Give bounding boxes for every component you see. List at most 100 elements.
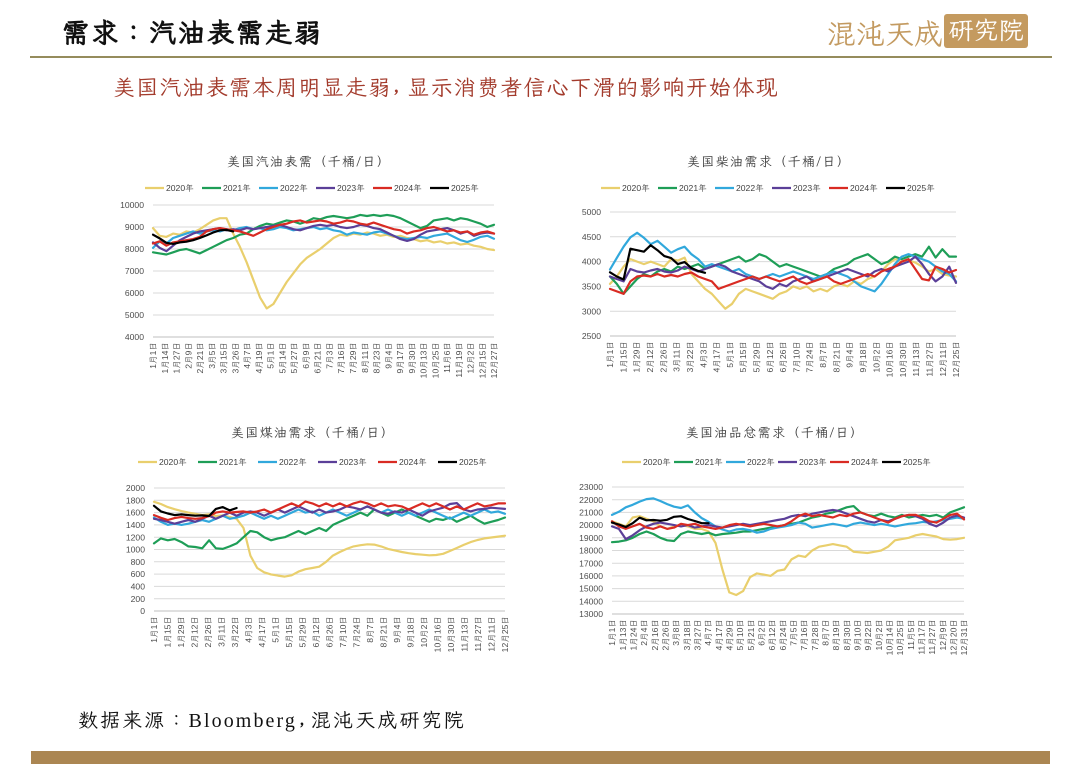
- svg-text:1月15日: 1月15日: [163, 616, 173, 648]
- svg-text:10月13日: 10月13日: [419, 342, 429, 378]
- svg-text:5月15日: 5月15日: [738, 341, 748, 373]
- svg-text:10月2日: 10月2日: [874, 619, 884, 651]
- svg-text:10月2日: 10月2日: [871, 341, 881, 373]
- svg-text:2025年: 2025年: [459, 457, 487, 467]
- svg-text:7月3日: 7月3日: [325, 342, 335, 369]
- svg-text:2025年: 2025年: [903, 457, 931, 467]
- svg-text:3月5日: 3月5日: [207, 342, 217, 369]
- svg-text:22000: 22000: [579, 495, 603, 505]
- svg-text:2000: 2000: [126, 483, 145, 493]
- svg-text:12月27日: 12月27日: [489, 342, 499, 378]
- svg-text:20000: 20000: [579, 520, 603, 530]
- svg-text:200: 200: [131, 594, 146, 604]
- svg-text:8月23日: 8月23日: [372, 342, 382, 374]
- svg-text:8月7日: 8月7日: [820, 619, 830, 646]
- svg-text:2月16日: 2月16日: [650, 619, 660, 651]
- svg-text:11月5日: 11月5日: [906, 619, 916, 650]
- svg-text:7月24日: 7月24日: [805, 341, 815, 373]
- svg-text:2月12日: 2月12日: [190, 616, 200, 648]
- svg-text:6月2日: 6月2日: [756, 619, 766, 646]
- svg-text:5000: 5000: [582, 207, 601, 217]
- svg-text:16000: 16000: [579, 571, 603, 581]
- svg-text:13000: 13000: [579, 609, 603, 619]
- svg-text:5月15日: 5月15日: [284, 616, 294, 648]
- svg-text:1月15日: 1月15日: [618, 341, 628, 373]
- svg-text:4月17日: 4月17日: [714, 619, 724, 651]
- svg-text:2024年: 2024年: [850, 183, 878, 193]
- svg-text:11月17日: 11月17日: [916, 619, 926, 655]
- svg-text:2021年: 2021年: [223, 183, 251, 193]
- svg-text:10月2日: 10月2日: [419, 616, 429, 648]
- svg-text:1600: 1600: [126, 508, 145, 518]
- svg-text:2023年: 2023年: [337, 183, 365, 193]
- svg-text:6月21日: 6月21日: [313, 342, 323, 374]
- svg-text:1月24日: 1月24日: [628, 619, 638, 651]
- svg-text:3月26日: 3月26日: [230, 342, 240, 374]
- svg-text:11月27日: 11月27日: [473, 616, 483, 652]
- svg-text:10月25日: 10月25日: [430, 342, 440, 378]
- svg-text:1月13日: 1月13日: [618, 619, 628, 651]
- svg-text:12月25日: 12月25日: [500, 616, 510, 652]
- svg-text:1月1日: 1月1日: [149, 616, 159, 643]
- svg-text:9月22日: 9月22日: [863, 619, 873, 651]
- svg-text:9月4日: 9月4日: [383, 342, 393, 369]
- svg-text:3月15日: 3月15日: [219, 342, 229, 374]
- svg-text:4000: 4000: [582, 257, 601, 267]
- svg-text:2022年: 2022年: [736, 183, 764, 193]
- svg-text:2022年: 2022年: [280, 183, 308, 193]
- svg-text:2024年: 2024年: [399, 457, 427, 467]
- svg-text:2月9日: 2月9日: [183, 342, 193, 369]
- svg-text:8月30日: 8月30日: [842, 619, 852, 651]
- svg-text:7月24日: 7月24日: [352, 616, 362, 648]
- svg-text:5月29日: 5月29日: [752, 341, 762, 373]
- svg-text:9月17日: 9月17日: [395, 342, 405, 374]
- svg-text:2025年: 2025年: [907, 183, 935, 193]
- svg-text:9月4日: 9月4日: [845, 341, 855, 368]
- svg-text:5月27日: 5月27日: [289, 342, 299, 374]
- svg-text:美国柴油需求（千桶/日）: 美国柴油需求（千桶/日）: [687, 153, 851, 170]
- svg-text:2020年: 2020年: [622, 183, 650, 193]
- svg-text:11月13日: 11月13日: [460, 616, 470, 652]
- svg-text:2021年: 2021年: [679, 183, 707, 193]
- svg-text:5月21日: 5月21日: [746, 619, 756, 651]
- svg-text:4月19日: 4月19日: [254, 342, 264, 374]
- svg-text:2023年: 2023年: [339, 457, 367, 467]
- svg-text:2022年: 2022年: [747, 457, 775, 467]
- svg-text:2023年: 2023年: [799, 457, 827, 467]
- svg-text:1月29日: 1月29日: [632, 341, 642, 373]
- svg-text:12月11日: 12月11日: [938, 341, 948, 377]
- svg-text:美国煤油需求（千桶/日）: 美国煤油需求（千桶/日）: [231, 424, 395, 441]
- svg-text:11月13日: 11月13日: [911, 341, 921, 377]
- svg-text:6月26日: 6月26日: [778, 341, 788, 373]
- svg-text:3月22日: 3月22日: [685, 341, 695, 373]
- svg-text:23000: 23000: [579, 482, 603, 492]
- svg-text:6月24日: 6月24日: [778, 619, 788, 651]
- svg-text:14000: 14000: [579, 596, 603, 606]
- svg-text:3月8日: 3月8日: [671, 619, 681, 646]
- svg-text:8月21日: 8月21日: [831, 341, 841, 373]
- svg-text:6月12日: 6月12日: [765, 341, 775, 373]
- svg-text:9月18日: 9月18日: [406, 616, 416, 648]
- svg-text:2020年: 2020年: [159, 457, 187, 467]
- svg-text:8月19日: 8月19日: [831, 619, 841, 651]
- svg-text:2023年: 2023年: [793, 183, 821, 193]
- svg-text:5000: 5000: [125, 310, 144, 320]
- svg-text:3月18日: 3月18日: [682, 619, 692, 651]
- svg-text:7月29日: 7月29日: [348, 342, 358, 374]
- svg-text:2月21日: 2月21日: [195, 342, 205, 374]
- svg-text:0: 0: [140, 606, 145, 616]
- svg-text:4月3日: 4月3日: [244, 616, 254, 643]
- svg-text:2021年: 2021年: [695, 457, 723, 467]
- svg-text:1月29日: 1月29日: [176, 616, 186, 648]
- svg-text:11月27日: 11月27日: [927, 619, 937, 655]
- svg-text:3月22日: 3月22日: [230, 616, 240, 648]
- svg-text:12月31日: 12月31日: [959, 619, 969, 655]
- svg-text:2022年: 2022年: [279, 457, 307, 467]
- svg-text:2020年: 2020年: [643, 457, 671, 467]
- svg-text:12月15日: 12月15日: [477, 342, 487, 378]
- svg-text:美国汽油表需（千桶/日）: 美国汽油表需（千桶/日）: [227, 153, 391, 170]
- svg-text:2月26日: 2月26日: [660, 619, 670, 651]
- svg-text:7月16日: 7月16日: [799, 619, 809, 651]
- svg-text:2月26日: 2月26日: [203, 616, 213, 648]
- svg-text:6月12日: 6月12日: [767, 619, 777, 651]
